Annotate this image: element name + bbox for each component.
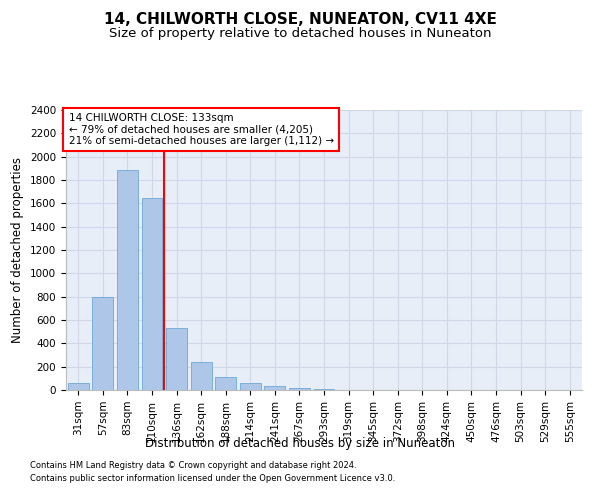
Text: Contains HM Land Registry data © Crown copyright and database right 2024.: Contains HM Land Registry data © Crown c… — [30, 460, 356, 469]
Text: 14, CHILWORTH CLOSE, NUNEATON, CV11 4XE: 14, CHILWORTH CLOSE, NUNEATON, CV11 4XE — [104, 12, 496, 28]
Bar — [240, 383, 261, 390]
Text: Contains public sector information licensed under the Open Government Licence v3: Contains public sector information licen… — [30, 474, 395, 483]
Bar — [68, 383, 89, 390]
Bar — [265, 386, 286, 390]
Bar — [289, 388, 310, 390]
Y-axis label: Number of detached properties: Number of detached properties — [11, 157, 25, 343]
Bar — [92, 296, 113, 390]
Bar — [142, 198, 163, 390]
Bar — [191, 362, 212, 390]
Text: Size of property relative to detached houses in Nuneaton: Size of property relative to detached ho… — [109, 28, 491, 40]
Bar — [166, 328, 187, 390]
Text: Distribution of detached houses by size in Nuneaton: Distribution of detached houses by size … — [145, 438, 455, 450]
Bar — [117, 170, 138, 390]
Bar — [215, 378, 236, 390]
Bar — [314, 389, 334, 390]
Text: 14 CHILWORTH CLOSE: 133sqm
← 79% of detached houses are smaller (4,205)
21% of s: 14 CHILWORTH CLOSE: 133sqm ← 79% of deta… — [68, 113, 334, 146]
